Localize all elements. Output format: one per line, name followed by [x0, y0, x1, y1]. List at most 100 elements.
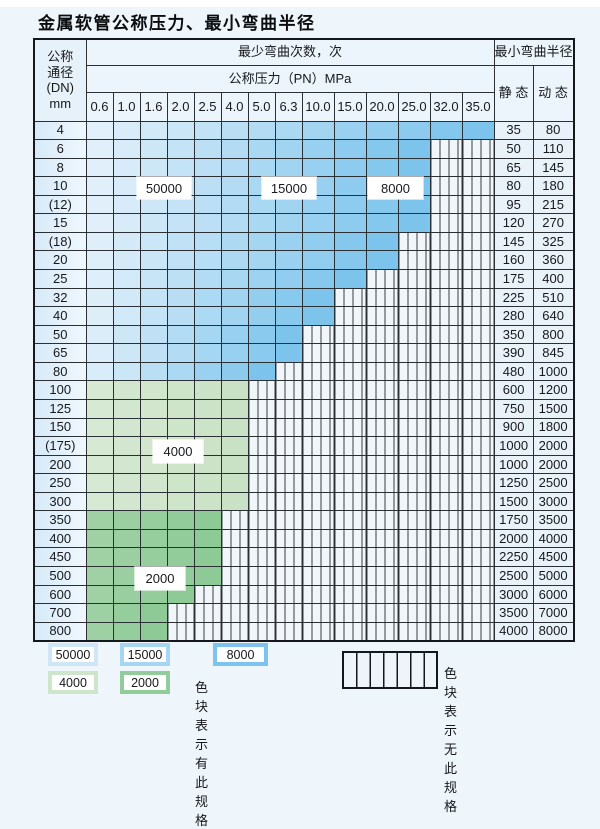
dynamic-radius-cell: 1800 [532, 417, 575, 438]
dynamic-header: 动 态 [532, 64, 575, 122]
legend-swatch-label: 2000 [124, 675, 166, 690]
no-spec-cell [333, 510, 367, 530]
no-spec-cell [397, 287, 431, 308]
dn-cell: 800 [33, 621, 87, 642]
spec-cell [333, 157, 367, 178]
spec-cell [85, 473, 114, 493]
no-spec-cell [461, 380, 495, 400]
dn-cell: 20 [33, 250, 87, 270]
no-spec-cell [274, 454, 303, 475]
spec-cell [139, 491, 168, 512]
pressure-column-header: 4.0 [220, 91, 249, 122]
table-row: (18) 145 325 [33, 231, 575, 252]
no-spec-cell [333, 584, 367, 605]
spec-cell [139, 250, 168, 270]
spec-cell [166, 547, 195, 567]
no-spec-cell [333, 547, 367, 567]
no-spec-cell [397, 250, 431, 270]
no-spec-cell [301, 398, 335, 419]
spec-cell [333, 176, 367, 196]
spec-cell [139, 213, 168, 233]
spec-cell [193, 120, 222, 141]
spec-cell [166, 473, 195, 493]
no-spec-cell [461, 139, 495, 159]
legend-swatch-label: 50000 [52, 647, 94, 662]
no-spec-cell [333, 306, 367, 326]
spec-cell [220, 454, 249, 475]
no-spec-cell [397, 473, 431, 493]
no-spec-cell [429, 491, 463, 512]
no-spec-cell [365, 361, 399, 382]
spec-cell [247, 213, 276, 233]
spec-cell [85, 306, 114, 326]
no-spec-cell [193, 584, 222, 605]
no-spec-cell [397, 510, 431, 530]
dynamic-radius-cell: 3500 [532, 510, 575, 530]
no-spec-cell [301, 491, 335, 512]
spec-cell [193, 269, 222, 289]
spec-cell [193, 566, 222, 586]
spec-cell [301, 120, 335, 141]
spec-cell [112, 473, 141, 493]
zone-label-15000: 15000 [262, 177, 316, 199]
spec-cell [365, 213, 399, 233]
no-spec-cell [365, 491, 399, 512]
spec-table-wrapper: 公称 通径 (DN) mm 最少弯曲次数，次 最小弯曲半径 公称压力（PN）MP… [33, 38, 575, 642]
dn-cell: 700 [33, 603, 87, 623]
no-spec-cell [461, 324, 495, 345]
spec-cell [397, 213, 431, 233]
table-row: 125 750 1500 [33, 398, 575, 419]
pressure-column-header: 32.0 [429, 91, 463, 122]
no-spec-cell [247, 491, 276, 512]
spec-cell [193, 194, 222, 215]
spec-cell [220, 231, 249, 252]
no-spec-cell [461, 306, 495, 326]
dn-cell: 300 [33, 491, 87, 512]
spec-cell [220, 436, 249, 456]
spec-cell [85, 324, 114, 345]
no-spec-cell [274, 436, 303, 456]
dn-cell: 32 [33, 287, 87, 308]
static-radius-cell: 35 [493, 120, 534, 141]
dn-header-line: 通径 [47, 64, 74, 80]
spec-cell [85, 250, 114, 270]
table-row: 4 35 80 [33, 120, 575, 141]
spec-cell [274, 213, 303, 233]
no-spec-cell [429, 436, 463, 456]
no-spec-cell [365, 473, 399, 493]
pressure-column-header: 35.0 [461, 91, 495, 122]
spec-cell [85, 194, 114, 215]
table-row: 50 350 800 [33, 324, 575, 345]
table-row: 25 175 400 [33, 269, 575, 289]
no-spec-cell [365, 621, 399, 642]
spec-cell [85, 491, 114, 512]
table-row: 40 280 640 [33, 306, 575, 326]
table-row: 250 1250 2500 [33, 473, 575, 493]
spec-cell [139, 510, 168, 530]
no-spec-cell [247, 621, 276, 642]
no-spec-cell [429, 473, 463, 493]
no-spec-cell [333, 566, 367, 586]
legend-swatch-2000: 2000 [120, 671, 170, 694]
no-spec-cell [429, 213, 463, 233]
spec-cell [220, 324, 249, 345]
no-spec-cell [429, 250, 463, 270]
spec-cell [166, 287, 195, 308]
table-row: 350 1750 3500 [33, 510, 575, 530]
spec-cell [85, 120, 114, 141]
spec-cell [112, 417, 141, 438]
no-spec-cell [166, 621, 195, 642]
no-spec-cell [461, 454, 495, 475]
no-spec-cell [333, 528, 367, 549]
spec-cell [220, 361, 249, 382]
spec-cell [193, 287, 222, 308]
spec-cell [274, 306, 303, 326]
legend-no-spec-label: 色块表示无此规格 [444, 666, 458, 814]
spec-cell [193, 250, 222, 270]
no-spec-cell [461, 287, 495, 308]
no-spec-cell [333, 621, 367, 642]
dynamic-radius-cell: 270 [532, 213, 575, 233]
spec-cell [85, 380, 114, 400]
dn-cell: (175) [33, 436, 87, 456]
spec-cell [247, 194, 276, 215]
